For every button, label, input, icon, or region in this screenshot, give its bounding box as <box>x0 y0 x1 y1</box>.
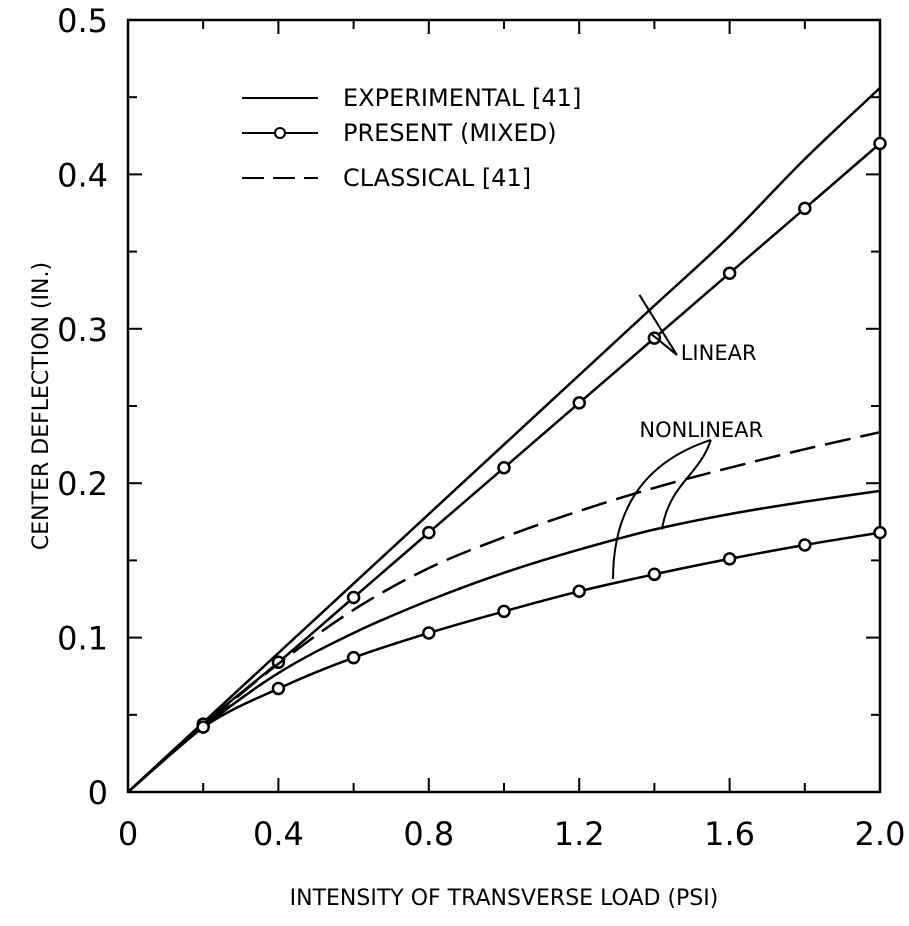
legend-label-present: PRESENT (MIXED) <box>343 119 557 147</box>
y-tick-label: 0.1 <box>57 620 108 658</box>
data-point-linear-present-mixed <box>497 461 511 475</box>
x-tick-label: 0.8 <box>403 815 454 853</box>
data-point-nonlinear-present-mixed <box>722 552 737 566</box>
data-point-nonlinear-present-mixed <box>271 681 286 696</box>
data-point-linear-present-mixed <box>722 266 737 280</box>
y-axis-title: CENTER DEFLECTION (IN.) <box>29 262 54 550</box>
tick-labels: 0 0.4 0.8 1.2 1.6 2.0 0 0.1 0.2 0.3 0.4 0.5 <box>57 2 905 853</box>
data-point-linear-present-mixed <box>572 396 586 410</box>
data-point-linear-present-mixed <box>346 590 361 605</box>
data-point-nonlinear-present-mixed <box>798 538 812 552</box>
y-tick-label: 0.2 <box>57 465 108 503</box>
y-tick-label: 0.3 <box>57 311 108 349</box>
x-tick-label: 1.2 <box>554 815 605 853</box>
series-layer <box>127 86 887 793</box>
annotation-nonlinear-leader <box>612 439 712 579</box>
y-tick-label: 0 <box>88 774 108 812</box>
series-line-nonlinear-classical-41 <box>127 430 881 793</box>
annotation-linear: LINEAR <box>681 341 757 365</box>
x-tick-label: 1.6 <box>704 815 755 853</box>
series-line-linear-experimental-41 <box>127 86 881 793</box>
legend-label-classical: CLASSICAL [41] <box>343 164 531 192</box>
annotation-linear-leader <box>638 294 678 356</box>
y-tick-label: 0.4 <box>57 156 108 194</box>
annotation-linear-leader <box>650 332 678 356</box>
data-point-nonlinear-present-mixed <box>647 567 662 582</box>
data-point-nonlinear-present-mixed <box>422 626 436 640</box>
legend-label-experimental: EXPERIMENTAL [41] <box>343 84 581 112</box>
data-point-linear-present-mixed <box>873 136 887 151</box>
data-point-nonlinear-present-mixed <box>196 720 210 734</box>
data-point-nonlinear-present-mixed <box>346 650 361 665</box>
data-point-nonlinear-present-mixed <box>572 584 586 599</box>
axis-ticks <box>127 19 881 793</box>
annotation-layer: LINEAR NONLINEAR <box>612 294 763 579</box>
x-tick-label: 0.4 <box>253 815 304 853</box>
plot-area: LINEAR NONLINEAR <box>126 18 887 794</box>
x-axis-title: INTENSITY OF TRANSVERSE LOAD (PSI) <box>290 886 719 911</box>
annotation-nonlinear: NONLINEAR <box>639 418 763 442</box>
data-point-nonlinear-present-mixed <box>873 525 887 540</box>
data-point-nonlinear-present-mixed <box>497 604 511 619</box>
legend-circle-marker <box>274 127 286 139</box>
annotation-nonlinear-leader <box>660 439 712 530</box>
data-point-linear-present-mixed <box>422 525 436 540</box>
y-tick-label: 0.5 <box>57 2 108 40</box>
x-tick-label: 0 <box>118 815 138 853</box>
x-tick-label: 2.0 <box>855 815 906 853</box>
legend: EXPERIMENTAL [41] PRESENT (MIXED) CLASSI… <box>242 84 581 192</box>
series-line-nonlinear-experimental-41 <box>127 489 881 793</box>
data-point-linear-present-mixed <box>798 201 812 216</box>
